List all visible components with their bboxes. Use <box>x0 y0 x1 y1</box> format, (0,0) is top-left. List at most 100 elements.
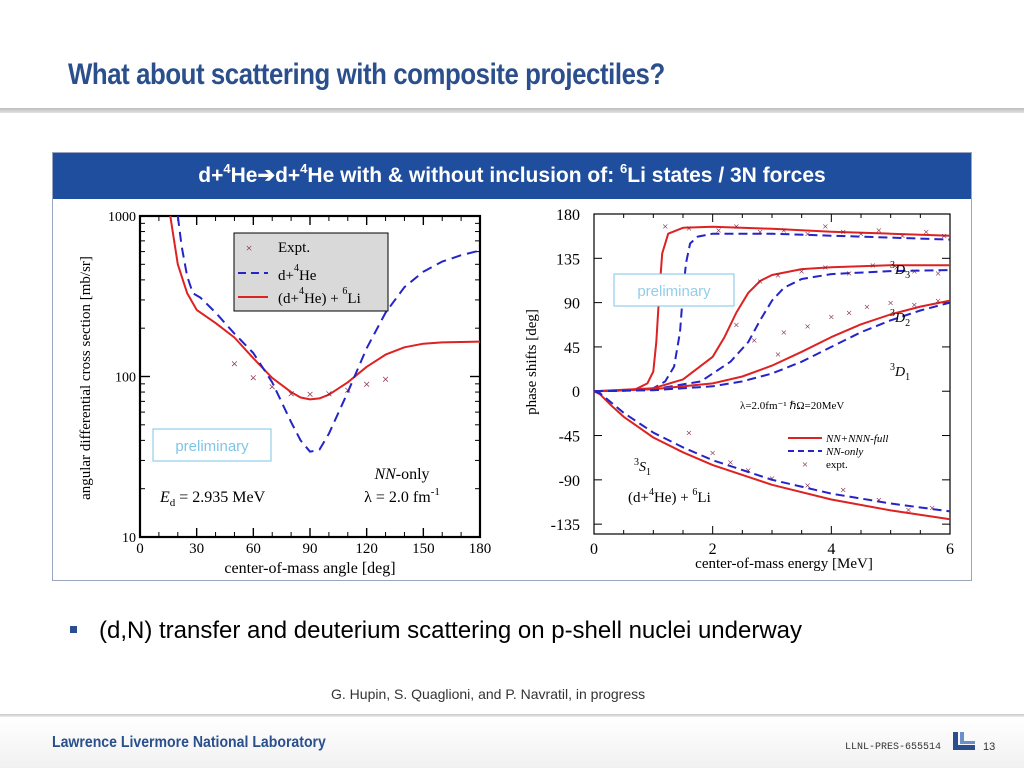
x-tick-label: 180 <box>469 541 492 557</box>
annotation-superscript: -1 <box>431 486 440 498</box>
y-axis-label: phase shifts [deg] <box>524 309 540 415</box>
label-superscript: 3 <box>890 362 895 373</box>
label-superscript: 3 <box>634 457 639 468</box>
x-tick-label: 0 <box>590 541 598 558</box>
y-tick-label: 0 <box>572 384 580 401</box>
y-tick-label: 10 <box>122 531 136 546</box>
series-line-3d1-blue <box>593 301 951 393</box>
expt-point: × <box>306 387 313 402</box>
series-line-red <box>169 216 480 401</box>
reaction-label: (d+4He) + 6Li <box>628 487 711 506</box>
expt-point: × <box>822 262 828 274</box>
series-line-blue <box>176 216 480 453</box>
series-line-3d1-red <box>593 299 951 393</box>
expt-point: × <box>941 231 947 243</box>
banner-text: d+ <box>198 164 224 187</box>
series-line-3s1-blue <box>593 390 951 513</box>
expt-point: × <box>269 379 276 394</box>
reaction-superscript: 6 <box>692 487 697 498</box>
lab-name: Lawrence Livermore National Laboratory <box>52 734 326 751</box>
annotation-italic: NN <box>373 466 397 483</box>
legend: NN+NNN-full NN-only × expt. <box>788 433 888 471</box>
expt-point: × <box>804 480 810 492</box>
state-label-3d3: 3D3 <box>890 260 910 281</box>
expt-point: × <box>935 296 941 308</box>
cross-section-chart: 0 30 60 90 120 150 180 10 100 1000 × × × × × × × × × × Ex… <box>78 210 492 577</box>
y-tick-label: 100 <box>115 371 136 386</box>
expt-point: × <box>775 349 781 361</box>
expt-point: × <box>929 502 935 514</box>
expt-point: × <box>911 266 917 278</box>
legend-text: He <box>299 268 317 284</box>
legend-expt-marker: × <box>246 241 253 255</box>
expt-point: × <box>804 229 810 241</box>
label-subscript: 3 <box>905 270 910 281</box>
expt-point: × <box>911 300 917 312</box>
y-tick-label: -45 <box>559 429 580 446</box>
series-line-3d3-blue <box>593 232 951 393</box>
y-axis-label: angular differential cross section [mb/s… <box>78 256 94 500</box>
preliminary-label: preliminary <box>175 438 249 455</box>
x-tick-label: 120 <box>355 541 378 557</box>
y-tick-label: 135 <box>556 251 580 268</box>
label-subscript: 1 <box>905 372 910 383</box>
bullet-point: (d,N) transfer and deuterium scattering … <box>70 617 802 645</box>
bullet-text: (d,N) transfer and deuterium scattering … <box>99 617 803 644</box>
ed-label: Ed = 2.935 MeV <box>159 489 266 509</box>
expt-point: × <box>799 266 805 278</box>
annotation-text: = 2.935 MeV <box>175 489 265 506</box>
expt-point: × <box>751 335 757 347</box>
legend-label-blue: d+4He <box>278 263 317 284</box>
expt-point: × <box>757 276 763 288</box>
nn-only-label: NN-only <box>373 466 429 483</box>
expt-point: × <box>905 504 911 516</box>
expt-point: × <box>250 370 257 385</box>
expt-point: × <box>733 319 739 331</box>
expt-point: × <box>840 227 846 239</box>
state-label-3d2: 3D2 <box>890 308 910 329</box>
expt-point: × <box>757 227 763 239</box>
document-code: LLNL-PRES-655514 <box>845 742 942 753</box>
panel-banner: d+4He➔d+4He with & without inclusion of:… <box>53 153 971 199</box>
reaction-text: Li <box>697 490 710 506</box>
expt-point: × <box>287 386 294 401</box>
expt-point: × <box>344 382 351 397</box>
y-tick-label: -135 <box>551 517 580 534</box>
label-subscript: 2 <box>905 318 910 329</box>
expt-point: × <box>382 371 389 386</box>
reaction-superscript: 4 <box>649 487 654 498</box>
legend: × Expt. d+4He (d+4He) + 6Li <box>233 232 389 312</box>
expt-point: × <box>363 377 370 392</box>
reaction-text: He) + <box>654 490 692 506</box>
legend-text: d+ <box>278 268 294 284</box>
expt-point: × <box>840 485 846 497</box>
expt-point: × <box>715 225 721 237</box>
series-line-3d3-red <box>593 225 951 393</box>
expt-point: × <box>893 262 899 274</box>
expt-point: × <box>864 302 870 314</box>
x-axis-label: center-of-mass energy [MeV] <box>695 556 873 572</box>
expt-point: × <box>822 221 828 233</box>
y-tick-label: 45 <box>564 340 580 357</box>
expt-point: × <box>888 298 894 310</box>
legend-superscript: 6 <box>342 286 347 297</box>
expt-point: × <box>231 356 238 371</box>
legend-label-expt: expt. <box>826 459 848 471</box>
expt-point: × <box>876 495 882 507</box>
expt-point: × <box>325 386 332 401</box>
legend-label-red: (d+4He) + 6Li <box>278 286 361 307</box>
expt-point: × <box>662 221 668 233</box>
arrow-icon: ➔ <box>257 164 276 187</box>
expt-point: × <box>828 311 834 323</box>
title-divider <box>0 108 1024 113</box>
series-line-3d2-red <box>593 264 950 393</box>
expt-point: × <box>686 428 692 440</box>
legend-superscript: 4 <box>294 263 299 274</box>
y-tick-label: 90 <box>564 296 580 313</box>
y-tick-label: 1000 <box>108 210 136 225</box>
bullet-icon <box>70 626 77 633</box>
preliminary-box <box>152 428 272 462</box>
legend-label-red: NN+NNN-full <box>825 433 888 445</box>
expt-point: × <box>781 327 787 339</box>
preliminary-box <box>613 273 735 307</box>
